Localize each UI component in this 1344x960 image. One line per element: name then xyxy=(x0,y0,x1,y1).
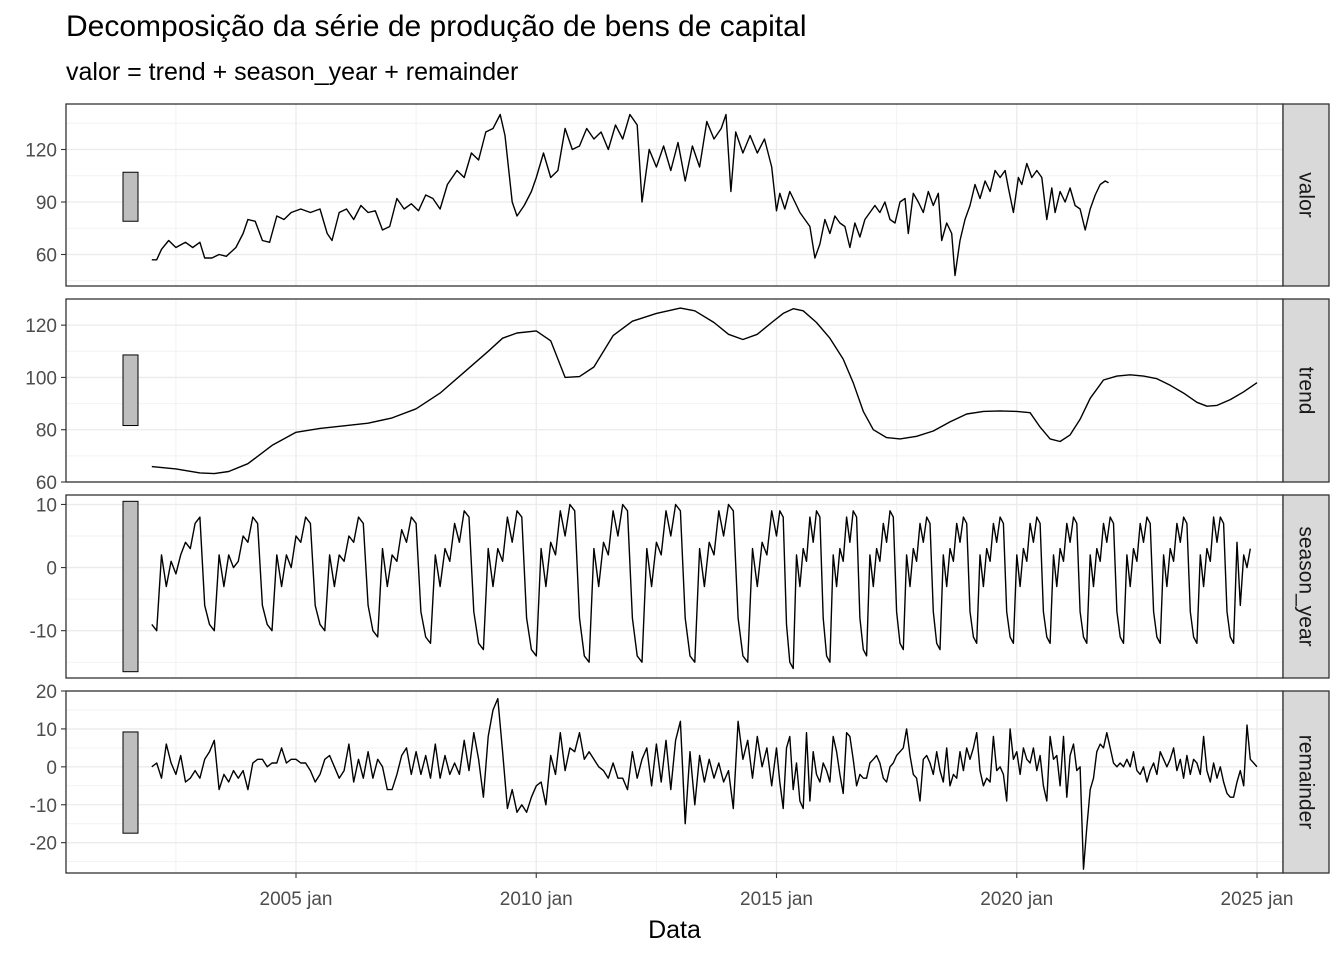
y-tick-label: 0 xyxy=(46,559,57,580)
facet-strip-label: trend xyxy=(1295,367,1318,415)
y-tick-label: 100 xyxy=(25,368,57,389)
facet-strip-label: season_year xyxy=(1295,526,1318,646)
facet-strip-label: valor xyxy=(1295,172,1318,218)
panel-background xyxy=(66,691,1283,873)
y-tick-label: -10 xyxy=(30,796,57,817)
scale-bar xyxy=(122,354,139,427)
panel-valor: 60 90 120 valor xyxy=(25,103,1330,287)
facet-strip xyxy=(1282,103,1330,287)
facet-strip xyxy=(1282,494,1330,679)
panel-background xyxy=(66,495,1283,678)
x-tick-label: 2020 jan xyxy=(980,889,1053,910)
y-tick-label: 10 xyxy=(36,495,57,516)
y-tick-label: 20 xyxy=(36,682,57,703)
series-line-trend xyxy=(151,307,1258,475)
panel-trend: 60 80 100 120 trend xyxy=(25,298,1330,494)
panel-background xyxy=(66,104,1283,286)
y-tick-label: 10 xyxy=(36,720,57,741)
y-tick-label: 80 xyxy=(36,421,57,442)
scale-bar xyxy=(122,171,139,222)
panel-background xyxy=(66,299,1283,482)
y-tick-label: 0 xyxy=(46,758,57,779)
scale-bar xyxy=(122,500,139,673)
y-tick-label: 60 xyxy=(36,246,57,267)
y-tick-label: 90 xyxy=(36,193,57,214)
scale-bar xyxy=(122,731,139,834)
panel-season_year: -10 0 10 season_year xyxy=(30,494,1330,679)
x-tick-label: 2005 jan xyxy=(260,889,333,910)
y-tick-label: 120 xyxy=(25,316,57,337)
x-tick-label: 2025 jan xyxy=(1221,889,1294,910)
facet-strip xyxy=(1282,690,1330,874)
x-axis-title: Data xyxy=(648,916,701,944)
y-tick-label: -10 xyxy=(30,622,57,643)
series-line-season_year xyxy=(151,503,1251,670)
y-tick-label: 60 xyxy=(36,473,57,494)
series-line-remainder xyxy=(151,697,1258,870)
chart-title: Decomposição da série de produção de ben… xyxy=(66,10,807,43)
chart-subtitle: valor = trend + season_year + remainder xyxy=(66,58,519,86)
series-line-valor xyxy=(151,113,1109,277)
facet-strip xyxy=(1282,298,1330,483)
facet-strip-label: remainder xyxy=(1295,735,1318,830)
x-tick-label: 2010 jan xyxy=(500,889,573,910)
y-tick-label: 120 xyxy=(25,141,57,162)
x-tick-label: 2015 jan xyxy=(740,889,813,910)
y-tick-label: -20 xyxy=(30,834,57,855)
panel-remainder: -20 -10 0 10 20 remainder xyxy=(30,682,1330,874)
